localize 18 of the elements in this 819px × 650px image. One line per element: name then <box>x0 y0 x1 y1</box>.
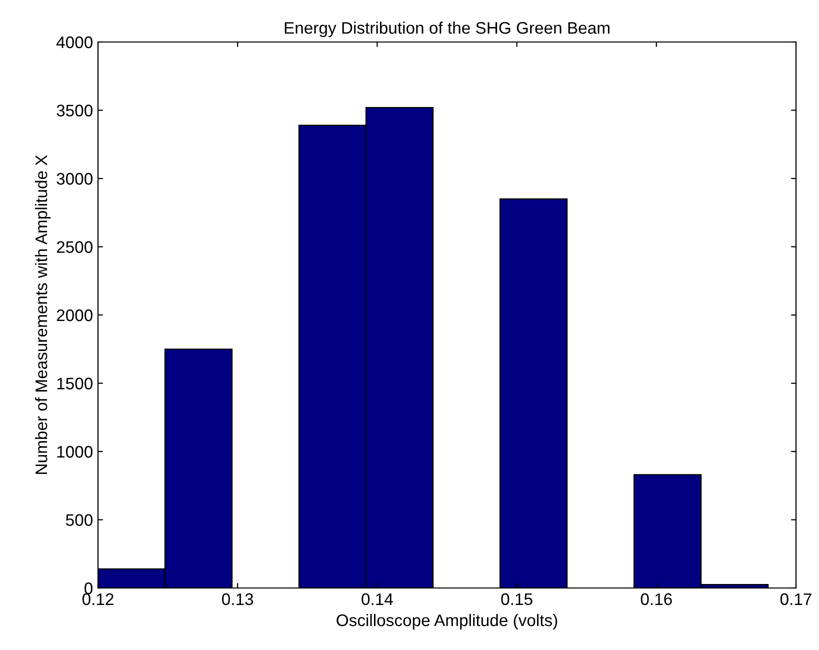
y-tick-label: 1000 <box>57 446 92 458</box>
y-tick-label: 3000 <box>56 172 92 185</box>
x-tick-label: 0.12 <box>82 593 114 606</box>
x-tick-label: 0.15 <box>501 593 532 606</box>
y-tick-label: 500 <box>66 514 92 526</box>
y-tick-label: 2000 <box>56 309 92 322</box>
chart-title: Energy Distribution of the SHG Green Beam <box>284 22 610 38</box>
y-axis-title: Number of Measurements with Amplitude X <box>34 155 51 474</box>
y-tick-label: 3500 <box>56 104 92 116</box>
y-tick-label: 4000 <box>56 36 92 48</box>
x-tick-label: 0.17 <box>780 593 812 606</box>
x-tick-label: 0.14 <box>362 593 393 606</box>
y-tick-label: 1500 <box>57 378 92 390</box>
y-tick-label: 2500 <box>56 241 92 253</box>
x-tick-label: 0.13 <box>222 593 254 606</box>
x-axis-title: Oscilloscope Amplitude (volts) <box>336 614 558 630</box>
x-tick-label: 0.16 <box>640 593 672 606</box>
y-tick-label: 0 <box>84 582 92 594</box>
